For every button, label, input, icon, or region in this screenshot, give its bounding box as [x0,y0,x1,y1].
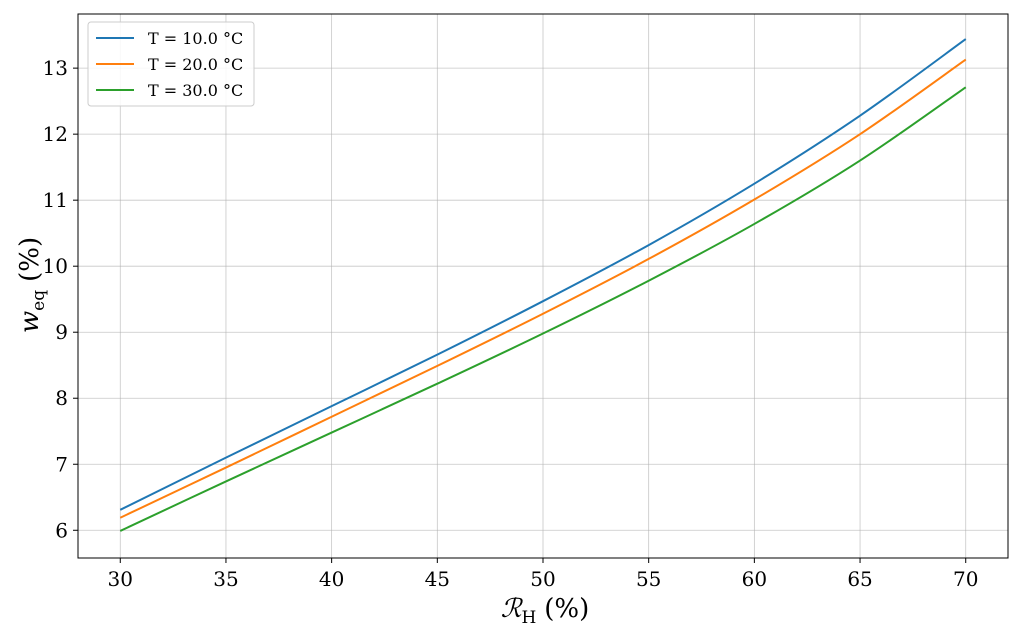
x-tick-label: 35 [213,567,238,591]
y-tick-label: 13 [43,56,68,80]
x-tick-label: 70 [953,567,978,591]
series-lines [119,38,967,532]
legend-label-t30: T = 30.0 °C [148,81,243,100]
axis-ticks: 30 35 40 45 50 55 60 65 70 6 7 8 9 10 11 12 13 [43,56,979,591]
x-tick-label: 65 [847,567,872,591]
y-axis-label: weq (%) [15,237,49,333]
y-axis-unit: (%) [15,237,45,282]
x-axis-subscript: H [521,608,536,628]
x-axis-unit: (%) [544,594,589,624]
y-axis-symbol: w [15,311,45,333]
legend-label-t20: T = 20.0 °C [148,55,243,74]
legend-box [87,21,255,107]
y-tick-label: 6 [55,518,68,542]
x-tick-label: 60 [742,567,767,591]
x-axis-label: ℛH (%) [501,594,590,628]
series-line-t30 [119,86,967,532]
y-axis-subscript: eq [29,290,49,311]
series-line-t10 [119,38,967,511]
legend-label-t10: T = 10.0 °C [148,29,243,48]
series-line-t20 [119,58,967,519]
y-tick-label: 8 [55,386,68,410]
y-tick-label: 11 [43,188,68,212]
y-tick-label: 10 [43,254,68,278]
x-tick-label: 30 [108,567,133,591]
x-tick-label: 55 [636,567,661,591]
x-tick-label: 45 [425,567,450,591]
x-tick-label: 50 [530,567,555,591]
y-tick-label: 7 [55,452,68,476]
y-tick-label: 12 [43,122,68,146]
x-axis-symbol: ℛ [501,594,524,624]
y-tick-label: 9 [55,320,68,344]
legend: T = 10.0 °C T = 20.0 °C T = 30.0 °C [87,21,255,107]
x-tick-label: 40 [319,567,344,591]
